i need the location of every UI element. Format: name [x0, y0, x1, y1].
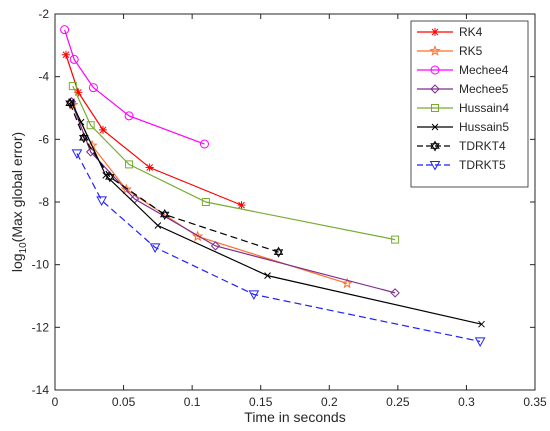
legend-marker-rk5 [429, 45, 441, 56]
legend-marker-tdrkt5 [429, 161, 441, 171]
legend-label-hussain4: Hussain4 [459, 101, 509, 115]
series-line-tdrkt4 [69, 103, 279, 253]
series-line-hussain4 [72, 85, 396, 241]
x-tick-label: 0 [52, 395, 59, 409]
data-point-hussain5 [478, 320, 485, 328]
data-point-tdrkt5 [248, 290, 260, 300]
data-point-rk5 [341, 277, 353, 289]
legend-item-rk4: RK4 [417, 25, 483, 39]
legend-item-rk5: RK5 [417, 44, 483, 58]
y-tick-label: -6 [38, 132, 49, 146]
data-point-hussain4 [201, 198, 210, 206]
legend-marker-rk4 [431, 28, 439, 36]
y-tick-label: -10 [32, 258, 50, 272]
data-point-rk5 [192, 230, 204, 242]
series-line-mechee4 [64, 29, 205, 145]
data-point-mechee4 [124, 111, 134, 121]
y-axis: -14 -12 -10 -8 -6 -4 -2 [32, 7, 535, 397]
legend-label-hussain5: Hussain5 [459, 120, 509, 134]
data-point-rk4 [237, 201, 246, 210]
legend-label-tdrkt5: TDRKT5 [459, 158, 506, 172]
legend-item-tdrkt4: TDRKT4 [417, 139, 506, 153]
legend-marker-hussain4 [431, 104, 439, 112]
data-point-rk5 [86, 139, 98, 151]
data-point-rk4 [61, 50, 70, 59]
series-tdrkt4 [65, 97, 284, 258]
y-tick-label: -14 [32, 383, 50, 397]
legend-item-mechee4: Mechee4 [417, 63, 509, 77]
data-point-mechee5 [390, 288, 400, 298]
x-tick-label: 0.35 [523, 395, 547, 409]
data-point-mechee5 [85, 147, 96, 157]
data-point-hussain5 [77, 118, 85, 126]
data-point-rk4 [145, 163, 154, 172]
legend-marker-hussain5 [431, 123, 439, 131]
data-point-hussain5 [264, 272, 271, 279]
x-axis-label: Time in seconds [244, 409, 345, 425]
data-point-hussain4 [68, 82, 77, 91]
data-point-hussain4 [125, 160, 134, 169]
series-rk4 [61, 50, 246, 210]
data-point-hussain5 [154, 222, 162, 229]
data-point-tdrkt4 [105, 171, 115, 183]
x-tick-label: 0.1 [184, 395, 201, 409]
data-point-mechee4 [69, 54, 79, 64]
legend-item-hussain4: Hussain4 [417, 101, 509, 115]
legend-marker-mechee4 [430, 65, 440, 75]
data-point-tdrkt5 [149, 243, 161, 253]
data-point-mechee4 [199, 139, 209, 149]
data-point-tdrkt5 [96, 196, 107, 206]
data-point-tdrkt4 [159, 209, 170, 221]
y-tick-label: -2 [38, 7, 49, 21]
data-point-hussain4 [86, 121, 95, 130]
legend: RK4 RK5 Mechee4 Mechee5 Hussain4 Hussain5 TDRK… [410, 20, 529, 188]
y-tick-label: -12 [32, 320, 50, 334]
x-tick-label: 0.2 [321, 395, 338, 409]
series-hussain4 [68, 82, 400, 244]
x-tick-label: 0.05 [112, 395, 136, 409]
legend-box [410, 20, 529, 188]
legend-label-mechee4: Mechee4 [459, 63, 509, 77]
data-point-mechee5 [210, 241, 221, 251]
legend-item-mechee5: Mechee5 [417, 82, 509, 96]
series-mechee4 [60, 25, 209, 149]
y-axis-label: log10(Max global error) [9, 132, 29, 272]
x-tick-label: 0.15 [249, 395, 273, 409]
legend-label-rk5: RK5 [459, 44, 483, 58]
y-axis-label-subscript: 10 [18, 242, 29, 254]
legend-label-tdrkt4: TDRKT4 [459, 139, 506, 153]
data-point-tdrkt4 [273, 246, 284, 258]
legend-marker-mechee5 [430, 84, 440, 94]
series-tdrkt5 [71, 149, 486, 347]
y-axis-label-base: log [9, 253, 25, 272]
data-point-tdrkt4 [65, 97, 75, 109]
data-point-hussain4 [391, 235, 400, 244]
data-point-rk4 [99, 125, 107, 134]
y-axis-label-rest: (Max global error) [9, 132, 25, 242]
x-tick-label: 0.3 [458, 395, 475, 409]
data-point-rk4 [74, 88, 83, 97]
x-axis: 0 0.05 0.1 0.15 0.2 0.25 0.3 0.35 [52, 14, 547, 409]
data-point-tdrkt5 [474, 337, 486, 347]
legend-item-hussain5: Hussain5 [417, 120, 509, 134]
series-line-tdrkt5 [76, 153, 481, 343]
y-tick-label: -4 [38, 70, 49, 84]
legend-label-mechee5: Mechee5 [459, 82, 509, 96]
data-point-mechee4 [60, 25, 70, 35]
data-point-tdrkt5 [71, 149, 83, 159]
x-tick-label: 0.25 [386, 395, 410, 409]
data-point-tdrkt4 [79, 132, 89, 144]
data-point-rk5 [120, 183, 132, 195]
series-line-hussain5 [70, 101, 482, 325]
y-tick-label: -8 [38, 195, 49, 209]
legend-item-tdrkt5: TDRKT5 [417, 158, 506, 172]
legend-label-rk4: RK4 [459, 25, 483, 39]
data-point-mechee4 [88, 83, 98, 93]
series-layer [60, 25, 486, 347]
legend-marker-tdrkt4 [430, 140, 440, 152]
